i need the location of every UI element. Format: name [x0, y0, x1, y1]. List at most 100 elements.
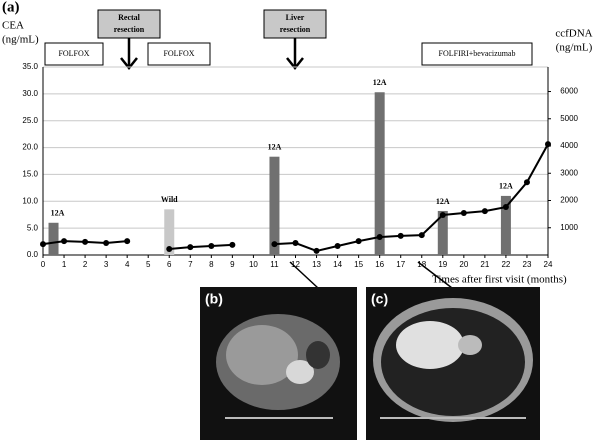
point [481, 208, 488, 215]
point [61, 238, 68, 245]
point [418, 232, 425, 239]
point [271, 241, 278, 248]
treatment-label: FOLFIRI+bevacizumab [439, 49, 516, 58]
bar-label: 12A [51, 209, 65, 218]
bar-label: 12A [373, 78, 387, 87]
y-tick-label: 5.0 [27, 223, 39, 232]
bar [500, 195, 511, 255]
event-label: Rectal [118, 13, 141, 22]
connector [289, 261, 319, 289]
event-arrow-head [120, 57, 138, 71]
x-tick-label: 15 [354, 260, 363, 269]
event-label: Liver [286, 13, 305, 22]
x-tick-label: 5 [146, 260, 151, 269]
x-tick-label: 0 [41, 260, 46, 269]
connector [417, 261, 453, 289]
image-label: (c) [371, 291, 388, 307]
point [397, 232, 404, 239]
point [208, 243, 215, 250]
event-label: resection [114, 25, 145, 34]
bar [48, 222, 59, 255]
point [40, 241, 46, 248]
bar-label: 12A [436, 197, 450, 206]
x-tick-label: 24 [544, 260, 553, 269]
x-tick-label: 2 [83, 260, 88, 269]
point [229, 241, 236, 248]
x-axis-label: Times after first visit (months) [432, 274, 567, 286]
point [439, 211, 446, 218]
treatment-box [44, 42, 104, 66]
ct-image-c [366, 287, 540, 440]
event-arrow-head [286, 57, 304, 71]
ct-image-b [200, 287, 357, 440]
bar [374, 92, 385, 255]
point [82, 238, 89, 245]
y-tick-label: 35.0 [22, 62, 38, 71]
y2-tick-label: 1000 [560, 223, 578, 232]
y-tick-label: 25.0 [22, 116, 38, 125]
image-label: (b) [205, 291, 223, 307]
y-tick-label: 0.0 [27, 250, 39, 259]
x-tick-label: 21 [480, 260, 489, 269]
y-tick-label: 10.0 [22, 196, 38, 205]
x-tick-label: 4 [125, 260, 130, 269]
point [292, 240, 299, 247]
bar-label: 12A [499, 182, 513, 191]
point [124, 238, 131, 245]
x-tick-label: 6 [167, 260, 172, 269]
x-tick-label: 17 [396, 260, 405, 269]
x-tick-label: 11 [270, 260, 279, 269]
point [545, 141, 551, 148]
treatment-label: FOLFOX [58, 49, 89, 58]
bar-label: Wild [161, 195, 178, 204]
point [376, 234, 383, 241]
point [334, 243, 341, 250]
x-tick-label: 16 [375, 260, 384, 269]
bar [269, 156, 280, 255]
y2-axis-label: ccfDNA [555, 28, 592, 40]
point [502, 204, 509, 211]
treatment-box [147, 42, 211, 66]
x-tick-label: 1 [62, 260, 67, 269]
x-tick-label: 22 [501, 260, 510, 269]
x-tick-label: 20 [459, 260, 468, 269]
point [460, 210, 467, 217]
y-tick-label: 30.0 [22, 89, 38, 98]
y-axis-label: CEA [2, 20, 24, 32]
bar [164, 209, 175, 255]
x-tick-label: 23 [523, 260, 532, 269]
x-tick-label: 14 [333, 260, 342, 269]
event-box [263, 9, 327, 39]
x-tick-label: 13 [312, 260, 321, 269]
bar-label: 12A [268, 143, 282, 152]
y2-tick-label: 5000 [560, 114, 578, 123]
point [355, 238, 362, 245]
event-label: resection [280, 25, 311, 34]
y-axis-label: (ng/mL) [2, 34, 39, 46]
x-tick-label: 18 [417, 260, 426, 269]
treatment-box [421, 42, 533, 66]
x-tick-label: 8 [209, 260, 214, 269]
treatment-label: FOLFOX [163, 49, 194, 58]
y2-tick-label: 3000 [560, 168, 578, 177]
x-tick-label: 10 [249, 260, 258, 269]
panel-label: (a) [2, 0, 20, 15]
y2-tick-label: 2000 [560, 196, 578, 205]
y2-tick-label: 4000 [560, 141, 578, 150]
point [166, 246, 173, 253]
y2-axis-label: (ng/mL) [556, 42, 593, 54]
bar [437, 210, 448, 255]
y-tick-label: 20.0 [22, 143, 38, 152]
line [42, 143, 549, 252]
point [103, 240, 110, 247]
x-tick-label: 19 [438, 260, 447, 269]
event-box [97, 9, 161, 39]
x-tick-label: 12 [291, 260, 300, 269]
x-tick-label: 7 [188, 260, 193, 269]
y-tick-label: 15.0 [22, 170, 38, 179]
x-tick-label: 3 [104, 260, 109, 269]
point [187, 244, 194, 251]
y2-tick-label: 6000 [560, 87, 578, 96]
point [313, 247, 320, 254]
